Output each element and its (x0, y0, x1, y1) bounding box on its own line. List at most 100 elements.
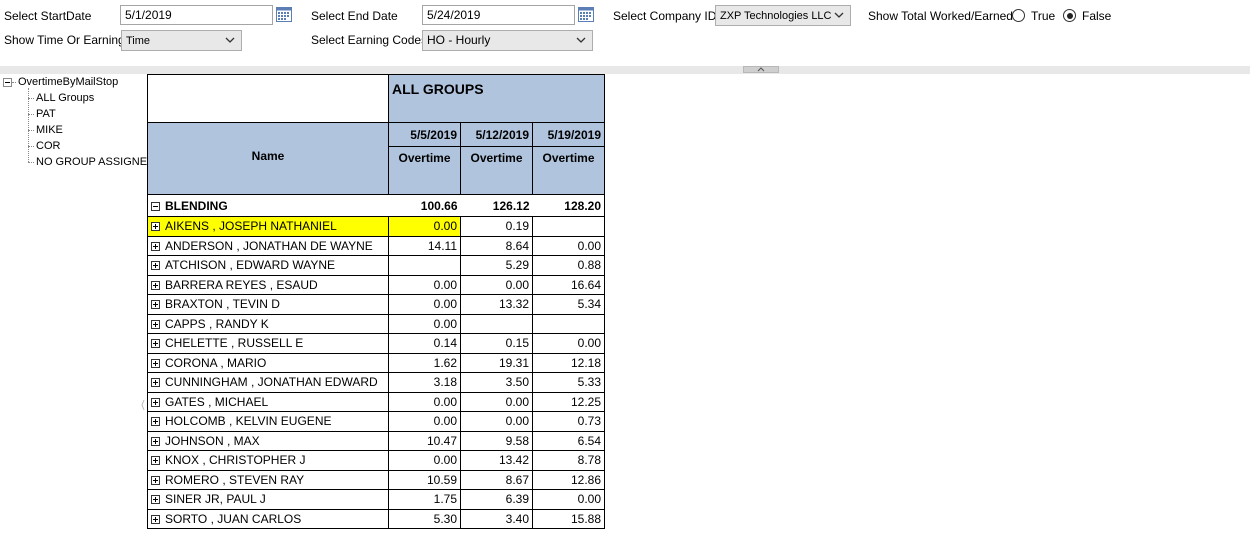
tree-connector (28, 130, 34, 131)
employee-name-cell: SORTO , JUAN CARLOS (147, 508, 389, 529)
employee-name-cell: ANDERSON , JONATHAN DE WAYNE (147, 235, 389, 256)
overtime-value: 0.00 (388, 313, 461, 334)
overtime-table: ALL GROUPS Name 5/5/2019 5/12/2019 5/19/… (147, 74, 605, 529)
overtime-value: 0.73 (532, 411, 605, 432)
tree-item-all-groups[interactable]: ALL Groups (36, 92, 95, 104)
true-radio-label: True (1031, 9, 1056, 23)
employee-name: JOHNSON , MAX (165, 433, 260, 448)
date-header: 5/19/2019 (532, 122, 605, 147)
employee-name-cell: HOLCOMB , KELVIN EUGENE (147, 411, 389, 432)
expand-icon[interactable] (151, 397, 160, 407)
earning-codes-select[interactable]: HO - Hourly (422, 30, 593, 51)
employee-name: GATES , MICHAEL (165, 394, 269, 409)
chevron-down-icon (576, 34, 586, 44)
calendar-icon[interactable] (276, 6, 292, 22)
overtime-value: 5.34 (532, 294, 605, 315)
collapse-icon[interactable] (151, 201, 160, 211)
employee-name: CORONA , MARIO (165, 355, 267, 370)
document-map: OvertimeByMailStop ALL Groups PAT MIKE C… (0, 74, 148, 538)
overtime-value: 0.00 (388, 391, 461, 412)
overtime-value: 13.42 (460, 450, 533, 471)
overtime-value: 0.00 (388, 411, 461, 432)
tree-item-cor[interactable]: COR (36, 140, 61, 152)
false-radio[interactable] (1063, 9, 1076, 22)
calendar-icon[interactable] (578, 6, 594, 22)
overtime-value: 10.47 (388, 430, 461, 451)
time-or-earning-select[interactable]: Time (121, 30, 242, 51)
overtime-value: 1.75 (388, 489, 461, 510)
section-total: 128.20 (532, 194, 605, 217)
expand-icon[interactable] (151, 436, 160, 446)
expand-icon[interactable] (151, 261, 160, 271)
employee-name-cell: ROMERO , STEVEN RAY (147, 469, 389, 490)
employee-name-cell: ATCHISON , EDWARD WAYNE (147, 255, 389, 276)
overtime-value (532, 216, 605, 237)
table-row: ROMERO , STEVEN RAY 10.59 8.67 12.86 (147, 469, 605, 490)
employee-name: ANDERSON , JONATHAN DE WAYNE (165, 238, 373, 253)
table-row: HOLCOMB , KELVIN EUGENE 0.00 0.00 0.73 (147, 411, 605, 432)
overtime-value: 0.88 (532, 255, 605, 276)
overtime-value: 8.78 (532, 450, 605, 471)
overtime-value: 0.00 (532, 235, 605, 256)
overtime-value: 14.11 (388, 235, 461, 256)
employee-name: AIKENS , JOSEPH NATHANIEL (165, 219, 337, 234)
section-row-label: BLENDING (147, 194, 389, 217)
company-id-value: ZXP Technologies LLC (720, 10, 832, 22)
expand-icon[interactable] (151, 339, 160, 349)
expand-icon[interactable] (151, 241, 160, 251)
company-id-select[interactable]: ZXP Technologies LLC (715, 5, 851, 26)
overtime-value: 0.00 (388, 216, 461, 237)
date-header: 5/5/2019 (388, 122, 461, 147)
tree-item-pat[interactable]: PAT (36, 108, 56, 120)
overtime-value: 6.54 (532, 430, 605, 451)
time-or-earning-label: Show Time Or Earning (4, 33, 125, 47)
start-date-label: Select StartDate (4, 9, 92, 23)
expand-icon[interactable] (151, 456, 160, 466)
table-row: CAPPS , RANDY K 0.00 (147, 313, 605, 334)
date-header: 5/12/2019 (460, 122, 533, 147)
expand-icon[interactable] (151, 514, 160, 524)
expand-icon[interactable] (151, 495, 160, 505)
parameters-bar: Select StartDate Select End Date Select … (0, 0, 1250, 66)
tree-root[interactable]: OvertimeByMailStop (18, 76, 119, 88)
table-row: BARRERA REYES , ESAUD 0.00 0.00 16.64 (147, 274, 605, 295)
employee-name-cell: BARRERA REYES , ESAUD (147, 274, 389, 295)
expand-icon[interactable] (151, 319, 160, 329)
expand-icon[interactable] (151, 378, 160, 388)
section-name: BLENDING (165, 198, 228, 213)
overtime-value: 13.32 (460, 294, 533, 315)
expand-icon[interactable] (151, 417, 160, 427)
collapse-parameters-handle[interactable] (743, 66, 779, 73)
end-date-input[interactable] (422, 5, 575, 25)
tree-item-no-group[interactable]: NO GROUP ASSIGNE (36, 156, 148, 168)
employee-name-cell: KNOX , CHRISTOPHER J (147, 450, 389, 471)
document-map-splitter[interactable] (141, 390, 145, 420)
table-row: AIKENS , JOSEPH NATHANIEL 0.00 0.19 (147, 216, 605, 237)
expand-icon[interactable] (151, 300, 160, 310)
group-title: ALL GROUPS (388, 74, 605, 123)
overtime-value: 0.00 (532, 489, 605, 510)
false-radio-label: False (1082, 9, 1112, 23)
overtime-value: 10.59 (388, 469, 461, 490)
employee-name: KNOX , CHRISTOPHER J (165, 453, 306, 468)
chevron-down-icon (225, 34, 235, 44)
table-row: GATES , MICHAEL 0.00 0.00 12.25 (147, 391, 605, 412)
radio-selected-dot (1066, 12, 1073, 19)
overtime-value: 0.00 (532, 333, 605, 354)
expand-icon[interactable] (151, 222, 160, 232)
measure-header: Overtime (460, 146, 533, 195)
employee-name: SINER JR, PAUL J (165, 492, 266, 507)
expand-icon[interactable] (151, 358, 160, 368)
earning-codes-value: HO - Hourly (427, 33, 491, 47)
collapse-icon[interactable] (3, 78, 12, 87)
overtime-value: 0.00 (388, 294, 461, 315)
overtime-value: 12.18 (532, 352, 605, 373)
overtime-value: 19.31 (460, 352, 533, 373)
parameter-splitter[interactable] (0, 66, 1250, 74)
expand-icon[interactable] (151, 280, 160, 290)
true-radio[interactable] (1012, 9, 1025, 22)
expand-icon[interactable] (151, 475, 160, 485)
overtime-value (388, 255, 461, 276)
start-date-input[interactable] (120, 5, 273, 25)
tree-item-mike[interactable]: MIKE (36, 124, 63, 136)
